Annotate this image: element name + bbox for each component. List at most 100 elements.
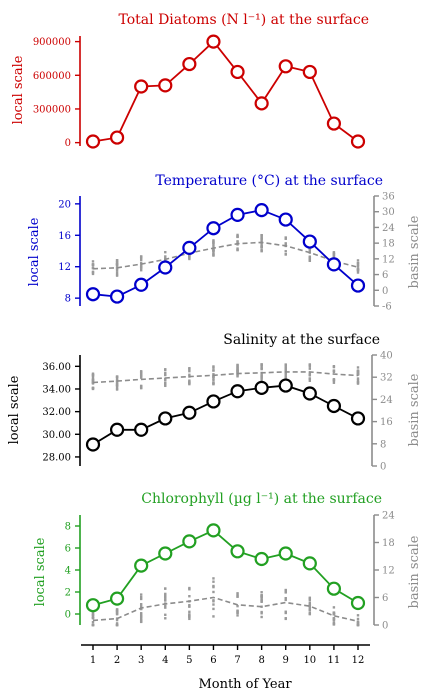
local-data-point-salinity bbox=[350, 411, 366, 426]
y-axis-label-right-salinity: basin scale bbox=[407, 373, 422, 446]
basin-sample-point-salinity bbox=[284, 372, 287, 375]
basin-sample-point-temperature bbox=[332, 253, 336, 256]
left-tick-label-salinity: 30.00 bbox=[42, 430, 71, 441]
basin-sample-point-chlorophyll bbox=[308, 606, 312, 609]
local-series-line-salinity bbox=[92, 384, 359, 446]
basin-sample-point-salinity bbox=[164, 378, 167, 381]
basin-sample-point-temperature bbox=[139, 269, 143, 272]
basin-sample-point-chlorophyll bbox=[260, 595, 263, 599]
basin-sample-point-temperature bbox=[356, 259, 360, 262]
local-data-point-chlorophyll bbox=[326, 581, 342, 596]
basin-sample-point-salinity bbox=[236, 363, 239, 367]
right-tick-label-chlorophyll: 24 bbox=[382, 511, 395, 522]
left-tick-label-chlorophyll: 0 bbox=[65, 610, 71, 621]
basin-sample-point-salinity bbox=[115, 387, 119, 390]
basin-sample-point-chlorophyll bbox=[139, 617, 143, 620]
basin-sample-point-chlorophyll bbox=[212, 580, 215, 583]
basin-sample-point-temperature bbox=[164, 250, 167, 254]
basin-sample-point-chlorophyll bbox=[236, 592, 239, 595]
basin-sample-point-chlorophyll bbox=[164, 606, 167, 609]
panel-temperature: Temperature (°C) at the surface local sc… bbox=[27, 173, 422, 313]
basin-sample-point-temperature bbox=[260, 237, 263, 241]
basin-sample-point-salinity bbox=[188, 382, 191, 386]
local-data-point-chlorophyll bbox=[134, 558, 149, 573]
left-tick-label-diatoms: 300000 bbox=[33, 104, 71, 115]
local-data-point-diatoms bbox=[278, 59, 293, 74]
x-tick-label: 7 bbox=[234, 655, 240, 666]
basin-sample-point-salinity bbox=[212, 381, 215, 384]
basin-sample-point-temperature bbox=[115, 261, 119, 264]
basin-sample-point-temperature bbox=[332, 251, 336, 255]
basin-sample-point-chlorophyll bbox=[164, 617, 167, 620]
basin-sample-point-salinity bbox=[139, 371, 143, 374]
basin-sample-point-salinity bbox=[91, 373, 95, 376]
basin-sample-point-chlorophyll bbox=[332, 621, 336, 624]
local-data-point-diatoms bbox=[206, 34, 221, 49]
basin-sample-point-salinity bbox=[188, 369, 191, 373]
basin-sample-point-salinity bbox=[284, 364, 287, 367]
x-tick-label: 6 bbox=[210, 655, 216, 666]
basin-sample-point-salinity bbox=[188, 381, 191, 384]
local-data-point-temperature bbox=[302, 234, 317, 249]
local-data-point-diatoms bbox=[350, 134, 366, 149]
basin-sample-point-temperature bbox=[212, 248, 215, 251]
basin-sample-point-salinity bbox=[332, 365, 336, 368]
local-data-point-temperature bbox=[206, 221, 221, 236]
basin-sample-point-salinity bbox=[212, 375, 215, 378]
basin-sample-point-temperature bbox=[260, 239, 263, 242]
local-data-point-chlorophyll bbox=[350, 595, 366, 611]
right-tick-label-salinity: 8 bbox=[380, 439, 386, 450]
basin-sample-point-temperature bbox=[139, 266, 143, 269]
panel-title-chlorophyll: Chlorophyll (µg l⁻¹) at the surface bbox=[141, 491, 382, 507]
local-data-point-chlorophyll bbox=[278, 546, 293, 561]
basin-sample-point-temperature bbox=[188, 254, 191, 258]
local-data-point-temperature bbox=[278, 212, 293, 227]
basin-sample-point-salinity bbox=[260, 376, 263, 379]
basin-sample-point-chlorophyll bbox=[308, 608, 312, 612]
basin-sample-point-salinity bbox=[356, 372, 360, 375]
basin-sample-point-salinity bbox=[91, 376, 95, 379]
basin-sample-point-temperature bbox=[284, 237, 287, 240]
x-axis-label: Month of Year bbox=[198, 677, 292, 692]
basin-sample-point-temperature bbox=[284, 236, 287, 239]
local-data-point-salinity bbox=[302, 386, 317, 401]
local-data-point-diatoms bbox=[230, 64, 245, 80]
basin-sample-point-chlorophyll bbox=[164, 597, 167, 601]
basin-sample-point-chlorophyll bbox=[91, 611, 95, 615]
local-series-line-temperature bbox=[92, 209, 359, 298]
basin-sample-point-salinity bbox=[260, 379, 263, 382]
basin-sample-point-chlorophyll bbox=[139, 613, 143, 616]
local-data-point-chlorophyll bbox=[109, 591, 125, 606]
basin-sample-point-salinity bbox=[139, 374, 143, 377]
panel-title-salinity: Salinity at the surface bbox=[223, 332, 380, 348]
basin-sample-point-salinity bbox=[284, 367, 287, 370]
basin-sample-point-temperature bbox=[356, 269, 360, 272]
basin-sample-point-salinity bbox=[115, 381, 119, 384]
basin-sample-point-chlorophyll bbox=[260, 591, 263, 594]
basin-sample-point-temperature bbox=[115, 268, 119, 272]
basin-sample-point-salinity bbox=[91, 387, 95, 390]
basin-sample-point-temperature bbox=[236, 248, 239, 252]
basin-sample-point-temperature bbox=[139, 256, 143, 259]
right-tick-label-chlorophyll: 18 bbox=[382, 538, 395, 549]
basin-sample-point-chlorophyll bbox=[139, 620, 143, 623]
x-tick-label: 9 bbox=[283, 655, 289, 666]
basin-sample-point-temperature bbox=[284, 242, 287, 245]
basin-sample-point-temperature bbox=[212, 253, 215, 256]
basin-sample-point-chlorophyll bbox=[356, 623, 360, 627]
basin-sample-point-chlorophyll bbox=[332, 616, 336, 620]
local-data-point-salinity bbox=[278, 378, 293, 393]
basin-sample-point-temperature bbox=[164, 255, 167, 258]
basin-sample-point-salinity bbox=[236, 374, 239, 377]
basin-sample-point-salinity bbox=[332, 369, 336, 372]
basin-sample-point-temperature bbox=[91, 263, 95, 266]
x-tick-label: 5 bbox=[186, 655, 192, 666]
basin-sample-point-temperature bbox=[284, 252, 287, 256]
right-tick-label-chlorophyll: 0 bbox=[382, 621, 388, 632]
basin-sample-point-salinity bbox=[91, 382, 95, 385]
basin-sample-point-salinity bbox=[212, 378, 215, 382]
basin-sample-point-chlorophyll bbox=[332, 623, 336, 626]
basin-sample-point-salinity bbox=[139, 385, 143, 388]
basin-sample-point-salinity bbox=[236, 366, 239, 369]
